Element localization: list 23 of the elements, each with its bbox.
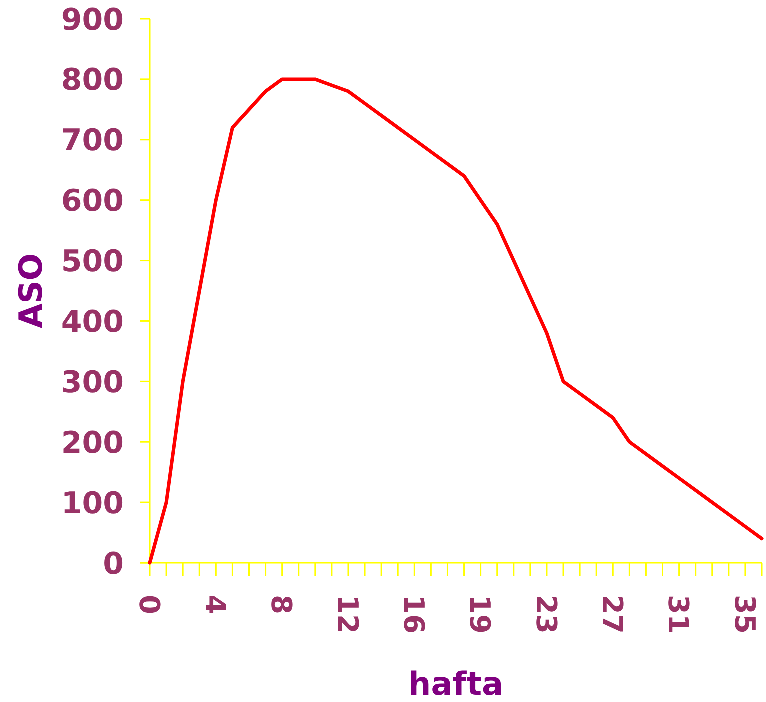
x-tick-label: 16 <box>398 595 431 634</box>
x-tick-label: 8 <box>265 595 298 614</box>
x-tick-label: 23 <box>530 595 563 634</box>
x-tick-label: 27 <box>596 595 630 634</box>
y-tick-label: 400 <box>61 305 124 340</box>
y-tick-label: 300 <box>61 365 124 400</box>
y-axis-title: ASO <box>12 253 50 329</box>
x-axis-title: hafta <box>408 665 504 702</box>
x-tick-label: 31 <box>662 595 696 634</box>
y-tick-label: 100 <box>61 486 124 522</box>
y-tick-label: 900 <box>61 2 124 38</box>
x-tick-label: 35 <box>728 595 762 634</box>
y-tick-label: 200 <box>61 426 124 461</box>
x-tick-label: 4 <box>199 595 232 614</box>
y-tick-label: 600 <box>61 184 124 220</box>
y-tick-label: 800 <box>61 63 124 98</box>
line-series <box>148 78 764 565</box>
x-tick-label: 12 <box>331 595 364 634</box>
y-tick-label: 700 <box>61 124 124 159</box>
x-tick-label: 19 <box>464 595 497 634</box>
y-tick-label: 500 <box>61 244 124 280</box>
y-tick-label: 0 <box>103 546 124 582</box>
x-tick-label: 0 <box>132 595 166 614</box>
